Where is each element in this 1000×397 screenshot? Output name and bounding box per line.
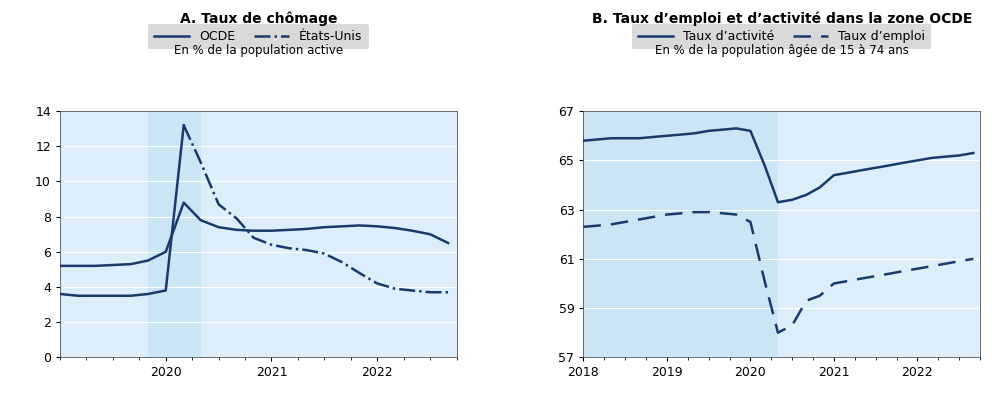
Bar	[148, 111, 201, 357]
Bar	[778, 111, 980, 357]
Text: B. Taux d’emploi et d’activité dans la zone OCDE: B. Taux d’emploi et d’activité dans la z…	[592, 12, 972, 27]
Text: En % de la population âgée de 15 à 74 ans: En % de la population âgée de 15 à 74 an…	[655, 44, 909, 57]
Bar	[201, 111, 457, 357]
Legend: OCDE, États-Unis: OCDE, États-Unis	[148, 24, 369, 49]
Text: En % de la population active: En % de la population active	[174, 44, 343, 57]
Text: A. Taux de chômage: A. Taux de chômage	[180, 12, 337, 27]
Legend: Taux d’activité, Taux d’emploi: Taux d’activité, Taux d’emploi	[632, 24, 931, 49]
Bar	[723, 111, 778, 357]
